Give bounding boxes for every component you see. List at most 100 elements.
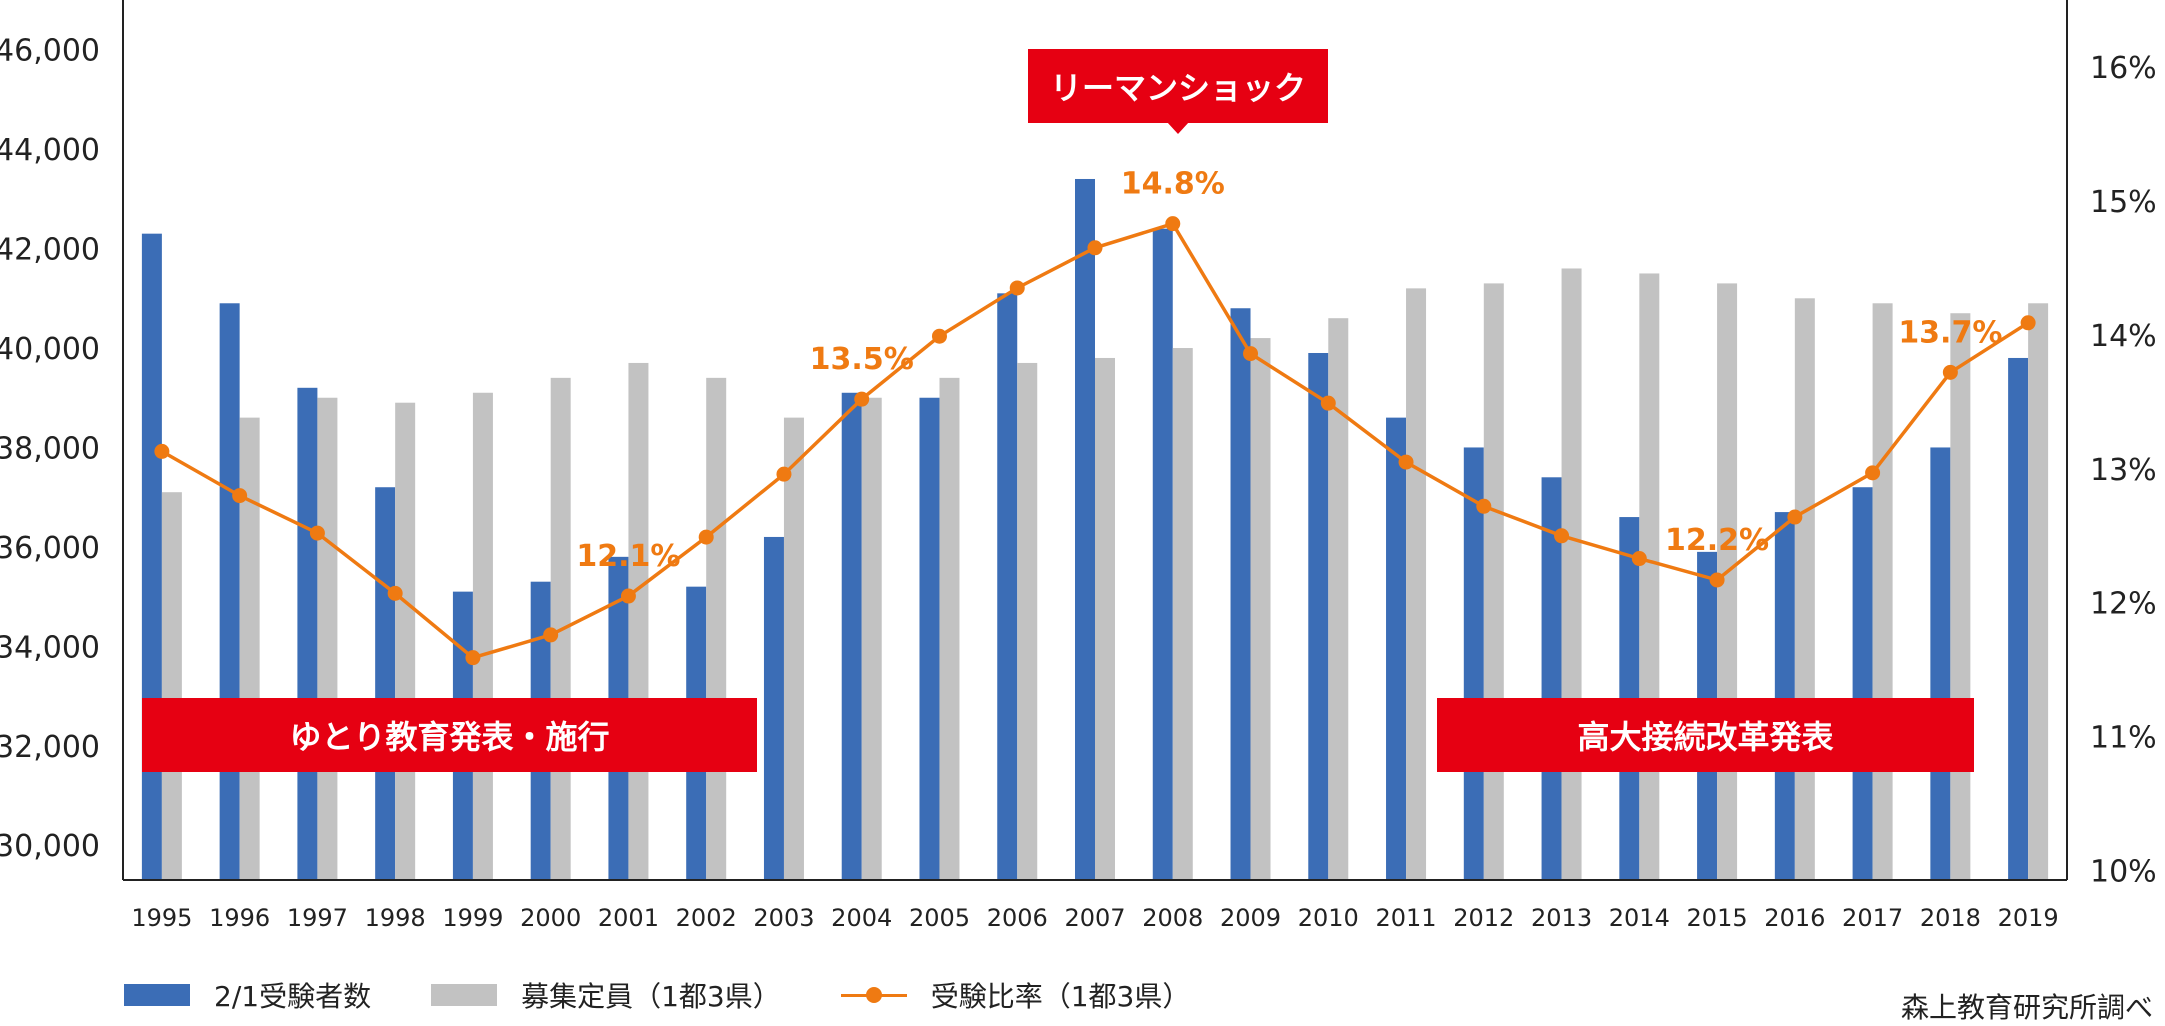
right-tick-label: 10% xyxy=(2090,855,2157,890)
ratio-point xyxy=(1009,280,1025,296)
ratio-point xyxy=(1243,346,1259,362)
x-tick-label: 2019 xyxy=(1998,904,2059,932)
ratio-data-label: 12.2% xyxy=(1665,523,1769,558)
yutori-banner: ゆとり教育発表・施行 xyxy=(142,698,757,772)
ratio-point xyxy=(543,627,559,643)
legend-label-ratio: 受験比率（1都3県） xyxy=(930,980,1191,1013)
bar-capacity xyxy=(1328,318,1349,880)
ratio-point xyxy=(1398,454,1414,470)
kodai-banner-text: 高大接続改革発表 xyxy=(1577,718,1834,756)
bar-capacity xyxy=(1250,338,1271,880)
legend-swatch-ratio xyxy=(840,984,907,1006)
bar-capacity xyxy=(628,362,649,880)
ratio-point xyxy=(309,525,325,541)
x-tick-label: 2006 xyxy=(987,904,1048,932)
right-tick-label: 14% xyxy=(2090,319,2157,354)
ratio-point xyxy=(854,391,870,407)
bar-capacity xyxy=(1794,298,1815,881)
data-labels: 12.1% 13.5% 14.8% 12.2% 13.7% xyxy=(576,167,2002,574)
left-tick-label: 40,000 xyxy=(0,332,100,367)
bar-capacity xyxy=(1872,303,1893,880)
x-tick-label: 1995 xyxy=(131,904,192,932)
bar-applicants xyxy=(1541,477,1562,880)
x-axis-ticks: 1995 1996 1997 1998 1999 2000 2001 2002 2003 2004… xyxy=(131,904,2058,932)
ratio-data-label: 13.5% xyxy=(810,342,914,377)
bar-capacity xyxy=(161,492,182,880)
bar-applicants xyxy=(1308,352,1329,880)
bar-capacity xyxy=(1950,313,1971,880)
bar-capacity xyxy=(1406,288,1427,880)
bar-applicants xyxy=(2008,357,2029,881)
left-tick-label: 46,000 xyxy=(0,34,100,69)
legend-item-applicants: 2/1受験者数 xyxy=(124,975,371,1015)
bar-applicants xyxy=(141,233,162,881)
ratio-point xyxy=(931,328,947,344)
ratio-point xyxy=(1631,551,1647,567)
bar-capacity xyxy=(939,377,960,880)
x-tick-label: 2012 xyxy=(1453,904,1514,932)
bar-applicants xyxy=(1852,487,1873,880)
x-tick-label: 2011 xyxy=(1376,904,1437,932)
bar-applicants xyxy=(919,397,940,880)
left-axis-ticks: 30,000 32,000 34,000 36,000 38,000 40,000 42,0… xyxy=(0,34,100,864)
ratio-point xyxy=(1709,572,1725,588)
ratio-data-label: 14.8% xyxy=(1121,167,1225,202)
x-tick-label: 2014 xyxy=(1609,904,1670,932)
source-note: 森上教育研究所調べ xyxy=(1900,991,2153,1024)
x-tick-label: 2001 xyxy=(598,904,659,932)
yutori-banner-text: ゆとり教育発表・施行 xyxy=(289,718,610,756)
left-tick-label: 34,000 xyxy=(0,630,100,665)
bar-capacity xyxy=(1017,362,1038,880)
x-tick-label: 2002 xyxy=(676,904,737,932)
bar-capacity xyxy=(1095,357,1115,881)
bar-capacity xyxy=(395,402,416,880)
lehman-banner: リーマンショック xyxy=(1028,49,1328,123)
bar-applicants xyxy=(219,303,240,880)
x-tick-label: 2005 xyxy=(909,904,970,932)
bar-capacity xyxy=(1561,268,1582,880)
ratio-point xyxy=(387,585,403,601)
legend-label-capacity: 募集定員（1都3県） xyxy=(521,980,781,1013)
ratio-point xyxy=(1554,528,1570,544)
bar-capacity xyxy=(317,397,338,880)
x-tick-label: 2010 xyxy=(1298,904,1359,932)
x-tick-label: 2017 xyxy=(1842,904,1903,932)
ratio-point xyxy=(1165,216,1181,232)
axes xyxy=(122,0,2068,881)
right-axis-ticks: 10% 11% 12% 13% 14% 15% 16% xyxy=(2090,51,2157,890)
x-tick-label: 2018 xyxy=(1920,904,1981,932)
ratio-point xyxy=(1320,395,1336,411)
x-tick-label: 2003 xyxy=(753,904,814,932)
chart-legend: 2/1受験者数 募集定員（1都3県） 受験比率（1都3県） xyxy=(124,975,1250,1015)
ratio-point xyxy=(776,466,792,482)
lehman-banner-text: リーマンショック xyxy=(1049,69,1306,107)
ratio-point xyxy=(1942,364,1958,380)
left-tick-label: 44,000 xyxy=(0,133,100,168)
right-tick-label: 16% xyxy=(2090,51,2157,86)
x-tick-label: 2004 xyxy=(831,904,892,932)
x-tick-label: 2009 xyxy=(1220,904,1281,932)
left-tick-label: 36,000 xyxy=(0,531,100,566)
left-tick-label: 32,000 xyxy=(0,730,100,765)
right-tick-label: 15% xyxy=(2090,185,2157,220)
left-tick-label: 30,000 xyxy=(0,829,100,864)
legend-label-applicants: 2/1受験者数 xyxy=(214,980,372,1013)
bar-applicants xyxy=(375,487,396,880)
x-tick-label: 2008 xyxy=(1142,904,1203,932)
bar-applicants xyxy=(1230,308,1251,880)
left-tick-label: 42,000 xyxy=(0,233,100,268)
bar-applicants xyxy=(763,536,784,880)
ratio-point xyxy=(1787,509,1803,525)
right-tick-label: 11% xyxy=(2090,721,2157,756)
ratio-data-label: 12.1% xyxy=(576,539,680,574)
bar-capacity xyxy=(1483,283,1504,880)
bar-capacity xyxy=(472,392,493,880)
legend-item-ratio: 受験比率（1都3県） xyxy=(840,975,1191,1015)
left-tick-label: 38,000 xyxy=(0,431,100,466)
ratio-point xyxy=(698,529,714,545)
bar-capacity xyxy=(239,417,260,880)
bar-applicants xyxy=(1930,447,1951,880)
ratio-line-series xyxy=(154,216,2036,666)
bar-applicants xyxy=(1386,417,1407,880)
ratio-point xyxy=(620,588,636,604)
